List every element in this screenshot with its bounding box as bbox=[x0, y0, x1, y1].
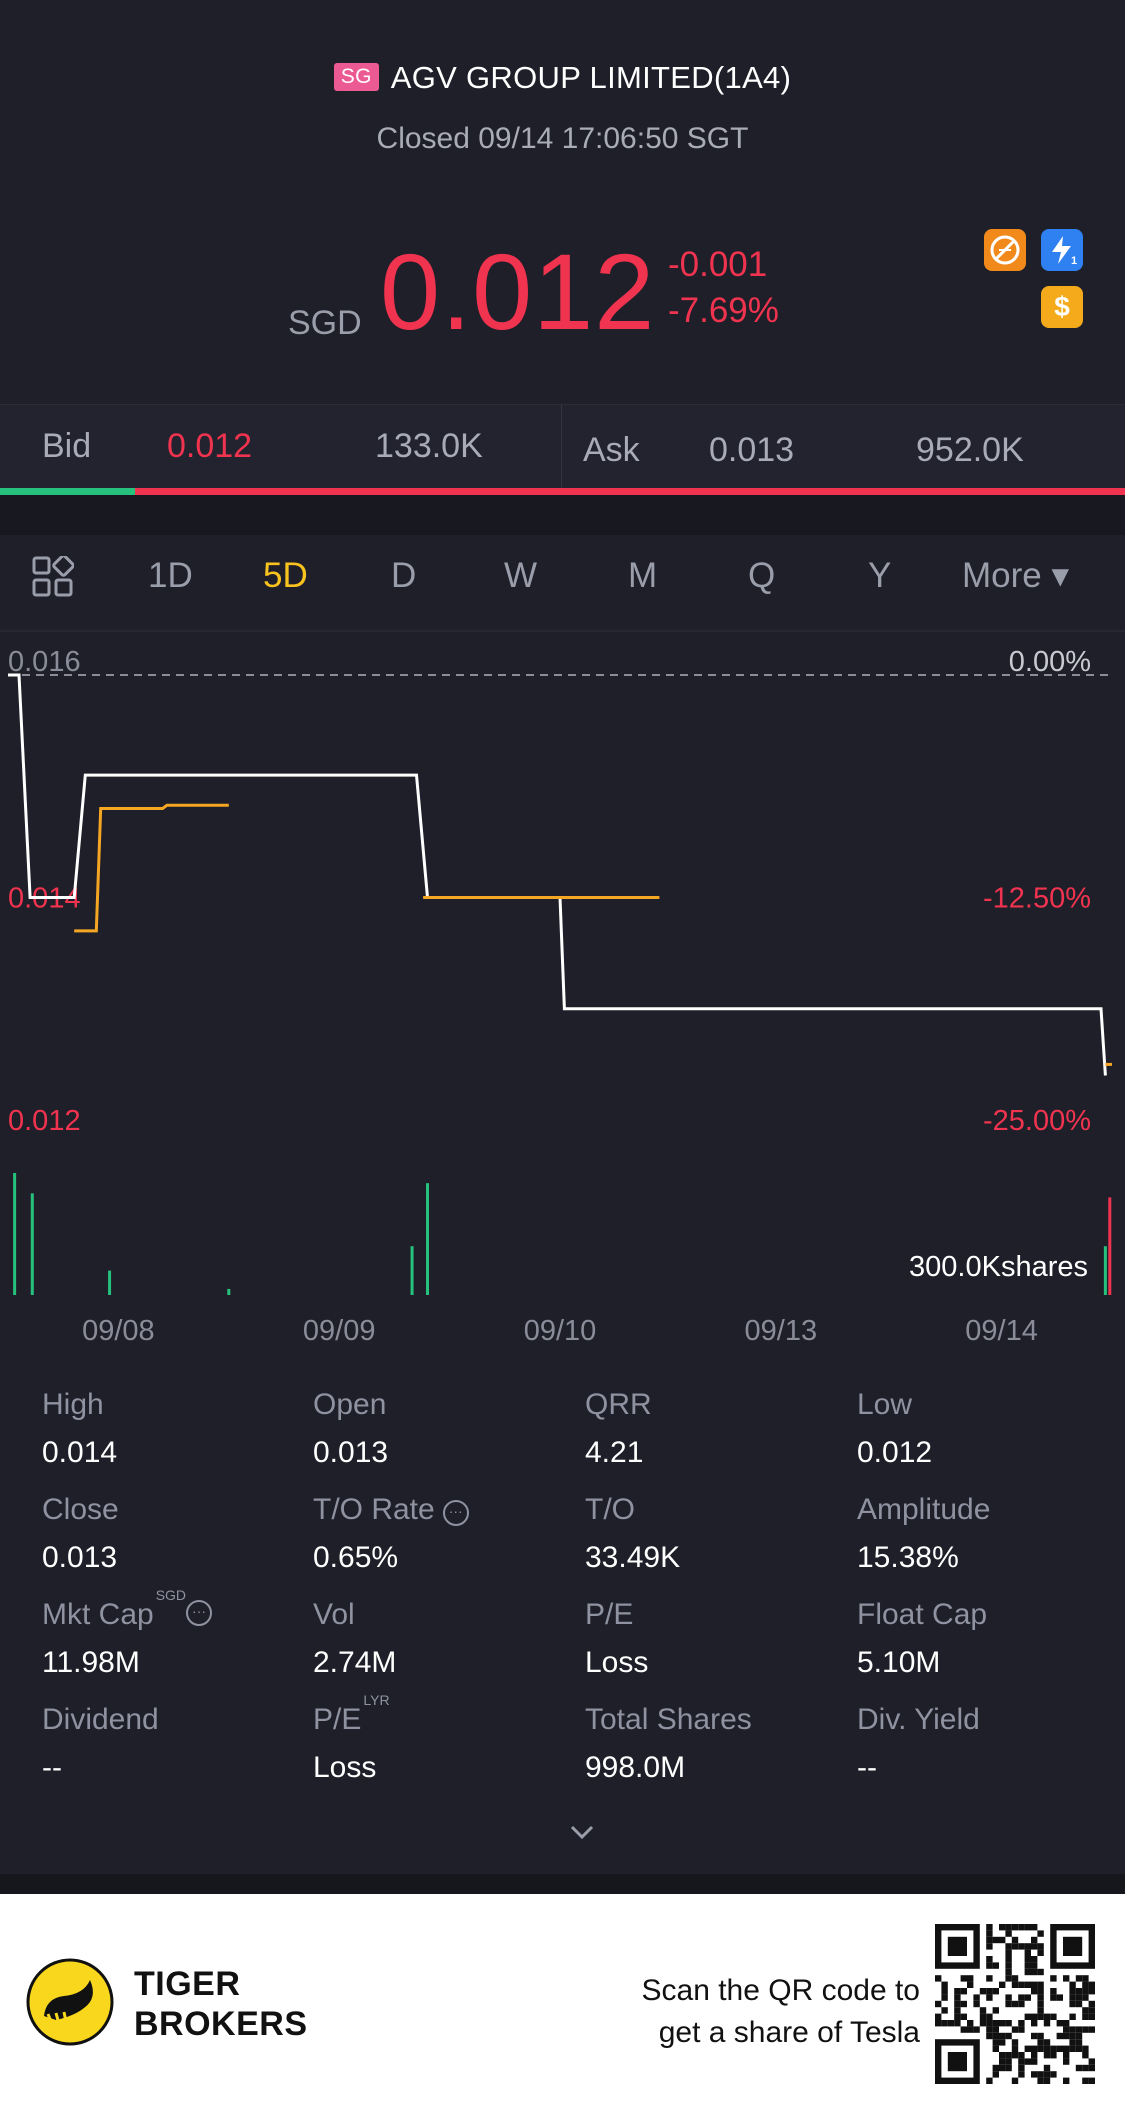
volume-bar bbox=[426, 1183, 430, 1295]
y-axis-percent-label: -12.50% bbox=[983, 883, 1091, 915]
stat-amplitude: Amplitude 15.38% bbox=[857, 1493, 991, 1574]
x-axis-label: 09/13 bbox=[745, 1315, 818, 1347]
brand-name: TIGER BROKERS bbox=[134, 1965, 308, 2043]
info-icon[interactable]: ··· bbox=[442, 1500, 469, 1526]
stat-turnover: T/O 33.49K bbox=[585, 1493, 681, 1574]
tiger-logo-icon bbox=[26, 1958, 114, 2046]
lightning-level1-icon[interactable]: 1 bbox=[1041, 229, 1083, 271]
change-value: -0.001 bbox=[668, 245, 768, 284]
last-price: 0.012 bbox=[380, 231, 656, 352]
promo-text: Scan the QR code to get a share of Tesla bbox=[641, 1974, 921, 2049]
stat-div-yield: Div. Yield -- bbox=[857, 1703, 980, 1784]
x-axis-label: 09/09 bbox=[303, 1315, 376, 1347]
price-line bbox=[8, 673, 1107, 1076]
quote-header: SG AGV GROUP LIMITED(1A4) Closed 09/14 17… bbox=[0, 0, 1125, 400]
tab-weekly[interactable]: W bbox=[504, 556, 538, 595]
tab-daily[interactable]: D bbox=[391, 556, 417, 595]
tab-1d[interactable]: 1D bbox=[148, 556, 193, 595]
tab-5d[interactable]: 5D bbox=[263, 556, 308, 595]
ask-label: Ask bbox=[583, 431, 640, 469]
stat-open: Open 0.013 bbox=[313, 1388, 389, 1469]
stat-qrr: QRR 4.21 bbox=[585, 1388, 652, 1469]
stat-dividend: Dividend -- bbox=[42, 1703, 159, 1784]
stat-low: Low 0.012 bbox=[857, 1388, 933, 1469]
footer-divider bbox=[0, 1874, 1125, 1894]
y-axis-label: 0.016 bbox=[8, 646, 81, 678]
info-icon[interactable]: ··· bbox=[186, 1600, 213, 1626]
currency: SGD bbox=[288, 304, 362, 342]
market-flag: SG bbox=[333, 63, 379, 91]
volume-bar bbox=[410, 1246, 414, 1295]
volume-bar bbox=[227, 1288, 231, 1295]
x-axis-label: 09/10 bbox=[524, 1315, 597, 1347]
volume-bar bbox=[13, 1173, 17, 1295]
svg-text:1: 1 bbox=[1071, 255, 1077, 267]
chevron-down-icon[interactable] bbox=[568, 1818, 596, 1846]
no-short-icon[interactable] bbox=[984, 229, 1026, 271]
bid-label: Bid bbox=[42, 427, 92, 465]
stat-volume: Vol 2.74M bbox=[313, 1598, 397, 1679]
volume-bar bbox=[30, 1193, 34, 1295]
average-line bbox=[74, 803, 229, 933]
chart-layout-icon[interactable] bbox=[32, 556, 74, 598]
tab-quarterly[interactable]: Q bbox=[748, 556, 776, 595]
stat-high: High 0.014 bbox=[42, 1388, 118, 1469]
section-divider bbox=[0, 495, 1125, 535]
bid-price: 0.012 bbox=[167, 427, 253, 465]
y-axis-percent-label: 0.00% bbox=[1009, 646, 1091, 678]
y-axis-percent-label: -25.00% bbox=[983, 1105, 1091, 1137]
volume-bar bbox=[1108, 1197, 1112, 1295]
change-percent: -7.69% bbox=[668, 291, 779, 330]
volume-scale-label: 300.0Kshares bbox=[909, 1251, 1088, 1283]
stat-close: Close 0.013 bbox=[42, 1493, 119, 1574]
tabs-divider bbox=[0, 630, 1125, 632]
market-status: Closed 09/14 17:06:50 SGT bbox=[376, 122, 749, 155]
dollar-icon[interactable]: $ bbox=[1041, 286, 1083, 328]
x-axis-label: 09/08 bbox=[82, 1315, 155, 1347]
y-axis-label: 0.012 bbox=[8, 1105, 81, 1137]
volume-bar bbox=[1103, 1246, 1107, 1295]
stat-float-cap: Float Cap 5.10M bbox=[857, 1598, 988, 1679]
period-tabs: 1D 5D D W M Q Y More ▾ bbox=[0, 538, 1125, 618]
price-change: -0.001 -7.69% bbox=[668, 242, 779, 334]
tab-yearly[interactable]: Y bbox=[868, 556, 892, 595]
stock-title: SG AGV GROUP LIMITED(1A4) bbox=[0, 60, 1125, 96]
bid-size: 133.0K bbox=[375, 427, 483, 465]
stat-market-cap: Mkt CapSGD··· 11.98M bbox=[42, 1587, 213, 1680]
stat-pe-lyr: P/ELYR Loss bbox=[313, 1692, 390, 1784]
volume-bar bbox=[108, 1270, 112, 1295]
stat-total-shares: Total Shares 998.0M bbox=[585, 1703, 752, 1784]
tab-more[interactable]: More ▾ bbox=[962, 556, 1070, 595]
stat-turnover-rate: T/O Rate ··· 0.65% bbox=[313, 1493, 469, 1575]
x-axis-label: 09/14 bbox=[965, 1315, 1038, 1347]
promo-footer: TIGER BROKERS Scan the QR code to get a … bbox=[0, 1894, 1125, 2113]
bid-ratio-fill bbox=[0, 488, 135, 495]
bid-ask-divider bbox=[561, 405, 562, 493]
intraday-price-chart[interactable]: 0.0160.0140.0120.00%-12.50%-25.00%300.0K… bbox=[0, 630, 1125, 1350]
qr-code-icon[interactable] bbox=[935, 1924, 1095, 2084]
bid-ask-bar: Bid 0.012 133.0K Ask 0.013 952.0K bbox=[0, 404, 1125, 493]
stock-name: AGV GROUP LIMITED(1A4) bbox=[390, 60, 792, 95]
ask-price: 0.013 bbox=[709, 431, 795, 469]
ask-size: 952.0K bbox=[916, 431, 1024, 469]
bid-ask-ratio-bar bbox=[0, 488, 1125, 495]
tab-monthly[interactable]: M bbox=[628, 556, 658, 595]
stat-pe: P/E Loss bbox=[585, 1598, 649, 1679]
